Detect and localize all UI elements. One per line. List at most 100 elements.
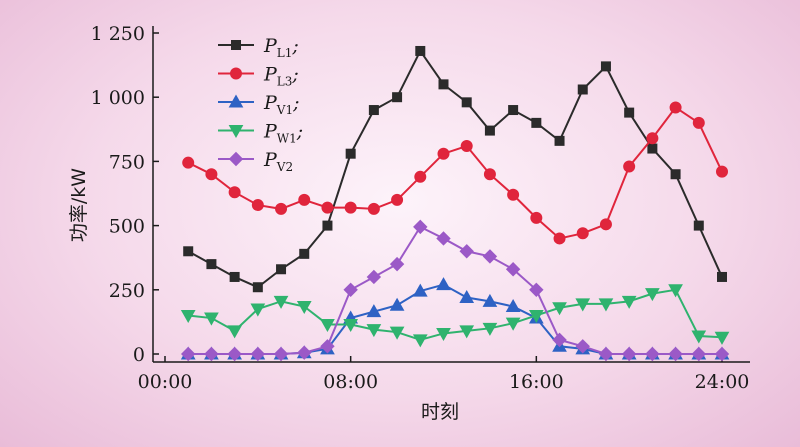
data-point-p-w1 [645, 288, 660, 302]
data-point-p-v2 [436, 231, 451, 246]
legend-entry-p-w1: PW1; [218, 121, 303, 146]
data-point-p-l3 [576, 227, 589, 240]
data-point-p-l1 [600, 61, 611, 72]
legend-entry-p-l1: PL1; [218, 35, 299, 60]
x-axis-ticks: 00:00 08:00 16:00 24:00 [138, 356, 750, 393]
data-point-p-v1 [482, 293, 498, 307]
data-point-p-w1 [250, 303, 266, 317]
data-point-p-v1 [436, 277, 451, 291]
data-point-p-l3 [599, 218, 612, 231]
legend-label: PL1; [263, 35, 299, 60]
data-point-p-l1 [624, 107, 635, 118]
y-tick-label: 250 [109, 280, 145, 302]
series-line-p-v1 [188, 283, 722, 355]
data-point-p-l3 [205, 168, 218, 181]
data-point-p-v2 [459, 244, 474, 259]
legend-entry-p-l3: PL3; [218, 64, 299, 89]
data-point-p-v2 [505, 262, 521, 277]
data-point-p-w1 [180, 309, 196, 323]
legend-label: PV2 [263, 149, 293, 174]
data-point-p-l1 [229, 271, 240, 282]
data-point-p-v2 [366, 269, 382, 285]
data-point-p-l3 [437, 147, 450, 160]
data-point-p-v2 [389, 256, 405, 272]
data-point-p-v2 [668, 346, 683, 362]
data-point-p-l3 [182, 156, 195, 169]
data-point-p-v2 [621, 346, 637, 362]
data-point-p-v2 [250, 346, 266, 362]
data-point-p-w1 [459, 325, 475, 339]
y-axis-title: 功率/kW [68, 168, 90, 242]
data-point-p-v2 [320, 339, 335, 354]
data-point-p-l3 [623, 160, 636, 173]
data-point-p-l3 [414, 170, 427, 183]
data-point-p-l1 [531, 117, 542, 128]
legend-marker [230, 67, 242, 80]
legend: PL1; PL3; PV1; PW1; PV2 [218, 35, 303, 174]
data-point-p-l1 [461, 97, 472, 108]
data-point-p-v2 [645, 346, 660, 362]
data-point-p-w1 [552, 302, 567, 316]
data-point-p-l1 [392, 92, 403, 103]
series-p-v2 [181, 219, 730, 362]
data-point-p-l1 [484, 125, 495, 136]
data-point-p-l1 [438, 79, 449, 90]
x-axis-title: 时刻 [421, 401, 459, 423]
data-point-p-w1 [598, 298, 614, 312]
data-point-p-v2 [482, 249, 498, 264]
data-point-p-v2 [227, 346, 242, 362]
series-layer [180, 45, 730, 362]
y-axis-ticks: 0 250 500 750 1 000 1 250 [91, 23, 159, 366]
y-tick-label: 0 [133, 344, 145, 366]
plot-axes [152, 26, 750, 363]
data-point-p-l3 [228, 186, 241, 199]
x-tick-label: 24:00 [695, 371, 750, 393]
data-point-p-w1 [296, 300, 312, 315]
legend-label: PV1; [263, 92, 300, 117]
data-point-p-l3 [321, 201, 334, 214]
data-point-p-l3 [507, 188, 520, 201]
legend-label: PL3; [263, 64, 299, 89]
data-point-p-l1 [368, 105, 379, 116]
data-point-p-w1 [204, 312, 219, 326]
data-point-p-v1 [389, 297, 405, 311]
legend-marker [228, 94, 244, 108]
data-point-p-v1 [412, 283, 428, 297]
data-point-p-v1 [366, 304, 382, 318]
data-point-p-w1 [273, 295, 289, 309]
data-point-p-w1 [482, 322, 498, 336]
data-point-p-w1 [412, 334, 428, 348]
series-line-p-w1 [188, 288, 723, 341]
data-point-p-v2 [181, 346, 196, 362]
data-point-p-l1 [299, 248, 310, 259]
legend-label: PW1; [263, 121, 303, 146]
y-tick-label: 750 [109, 151, 145, 173]
data-point-p-l3 [553, 232, 566, 245]
data-point-p-v2 [343, 282, 358, 298]
data-point-p-l1 [276, 264, 287, 275]
data-point-p-l1 [415, 45, 426, 56]
data-point-p-l3 [391, 193, 404, 206]
data-point-p-l3 [367, 202, 380, 215]
data-point-p-l3 [460, 139, 473, 152]
data-point-p-v2 [714, 346, 730, 362]
data-point-p-v2 [598, 346, 614, 362]
data-point-p-w1 [343, 318, 359, 332]
data-point-p-l1 [508, 105, 519, 116]
series-p-l3 [182, 101, 728, 245]
data-point-p-l1 [693, 220, 704, 231]
data-point-p-l1 [554, 135, 565, 146]
data-point-p-l3 [344, 201, 357, 214]
data-point-p-v2 [273, 346, 289, 362]
y-tick-label: 1 250 [91, 23, 145, 45]
data-point-p-w1 [621, 295, 637, 309]
x-tick-label: 08:00 [323, 371, 378, 393]
data-point-p-l1 [252, 282, 263, 293]
data-point-p-w1 [505, 317, 521, 331]
data-point-p-w1 [366, 324, 382, 338]
data-point-p-l3 [669, 101, 682, 114]
data-point-p-l3 [251, 199, 264, 212]
data-point-p-v1 [459, 289, 475, 304]
data-point-p-w1 [436, 327, 451, 341]
